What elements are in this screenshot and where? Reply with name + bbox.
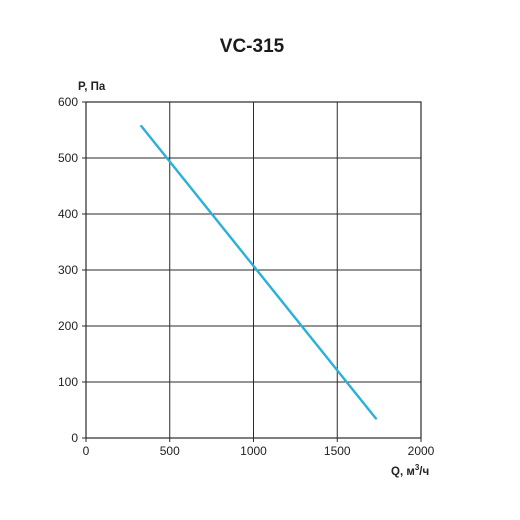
x-tick-labels: 0 500 1000 1500 2000: [83, 444, 435, 458]
plot-frame: [85, 101, 422, 439]
y-tick-label: 400: [58, 207, 78, 221]
y-axis-label: P, Па: [78, 81, 106, 93]
y-tick-label: 200: [58, 319, 78, 333]
series-line: [140, 124, 377, 420]
y-tick-label: 0: [71, 431, 78, 445]
x-axis-label: Q, м3/ч: [391, 463, 429, 478]
chart-title: VC-315: [220, 36, 285, 57]
series-group: [140, 124, 377, 420]
x-tick-label: 2000: [408, 444, 435, 458]
y-tick-label: 600: [58, 95, 78, 109]
x-axis-label-sup: 3: [415, 463, 420, 472]
y-tick-label: 500: [58, 151, 78, 165]
x-tick-label: 0: [83, 444, 90, 458]
y-tick-label: 300: [58, 263, 78, 277]
grid: [86, 102, 421, 438]
x-axis-label-suffix: /ч: [419, 466, 429, 478]
y-tick-labels: 0 100 200 300 400 500 600: [58, 95, 78, 445]
x-axis-label-prefix: Q, м: [391, 466, 415, 478]
tick-marks: [82, 101, 422, 442]
x-tick-label: 500: [160, 444, 180, 458]
y-tick-label: 100: [58, 375, 78, 389]
x-tick-label: 1500: [324, 444, 351, 458]
x-tick-label: 1000: [240, 444, 267, 458]
